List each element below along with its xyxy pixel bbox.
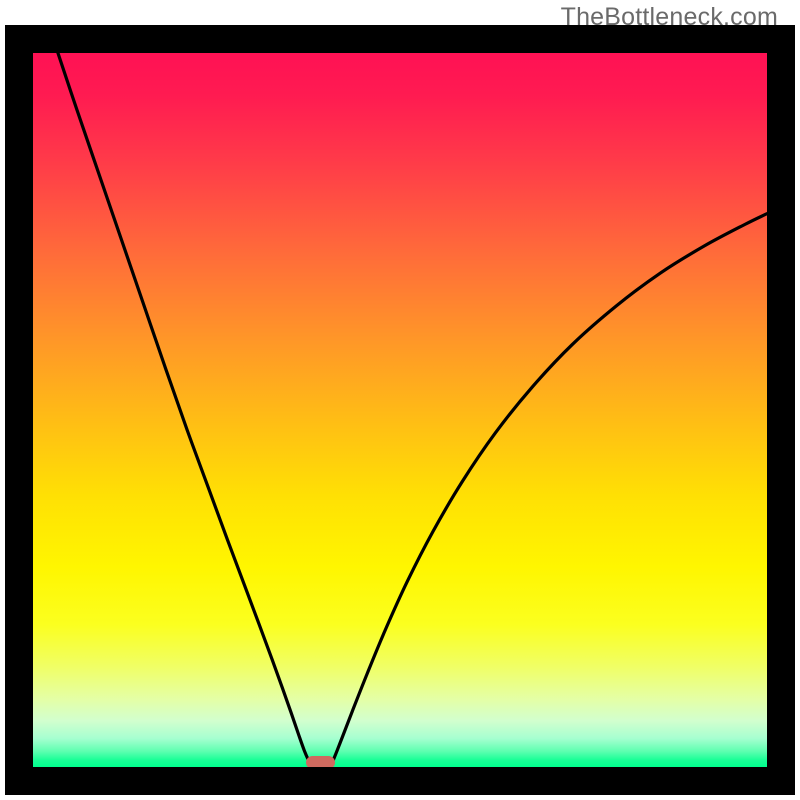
optimal-point-marker [306,756,335,767]
bottleneck-curve [33,53,767,767]
plot-area [33,53,767,767]
curve-right-branch [330,214,767,767]
curve-left-branch [58,53,312,767]
chart-stage: TheBottleneck.com [0,0,800,800]
